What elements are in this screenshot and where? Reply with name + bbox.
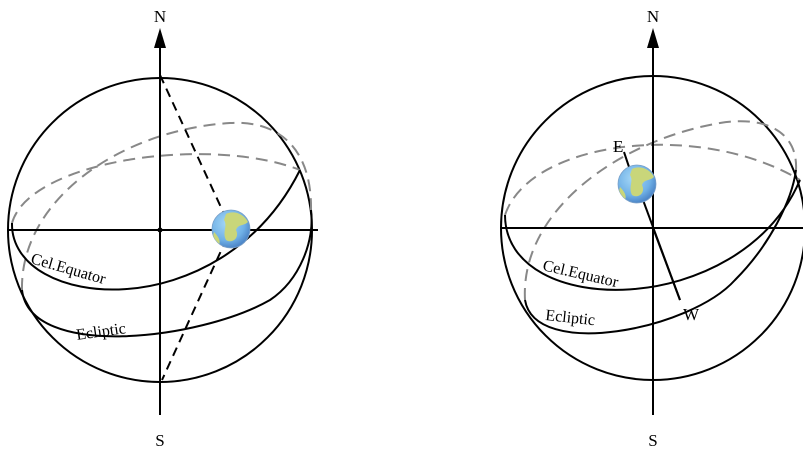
earth-icon xyxy=(211,209,251,249)
right-east-label: E xyxy=(613,137,623,156)
left-equator-front-arc xyxy=(10,169,301,291)
right-ecliptic-front-arc xyxy=(524,169,797,335)
right-equator-front-arc xyxy=(504,179,801,291)
left-north-label: N xyxy=(154,7,166,26)
left-equator-back-arc xyxy=(11,153,301,224)
right-east-tick xyxy=(623,151,630,168)
left-ecliptic-label: Ecliptic xyxy=(75,320,127,344)
left-celestial-equator-label: Cel.Equator xyxy=(29,251,108,289)
right-ecliptic-label: Ecliptic xyxy=(545,307,596,329)
right-celestial-sphere: N S E W Cel.Equator Ecliptic xyxy=(500,7,803,450)
right-equator-back-arc xyxy=(504,143,801,216)
left-south-label: S xyxy=(155,431,164,450)
right-north-label: N xyxy=(647,7,659,26)
right-ecliptic-back-arc xyxy=(523,120,798,301)
right-south-label: S xyxy=(648,431,657,450)
right-west-label: W xyxy=(683,305,700,324)
left-ecliptic-front-arc xyxy=(21,209,313,338)
right-north-arrow-icon xyxy=(647,28,659,48)
right-center-to-west-line xyxy=(652,227,681,301)
left-celestial-sphere: N S Cel.Equator Ecliptic xyxy=(7,7,318,450)
left-north-arrow-icon xyxy=(154,28,166,48)
earth-icon xyxy=(617,164,657,204)
